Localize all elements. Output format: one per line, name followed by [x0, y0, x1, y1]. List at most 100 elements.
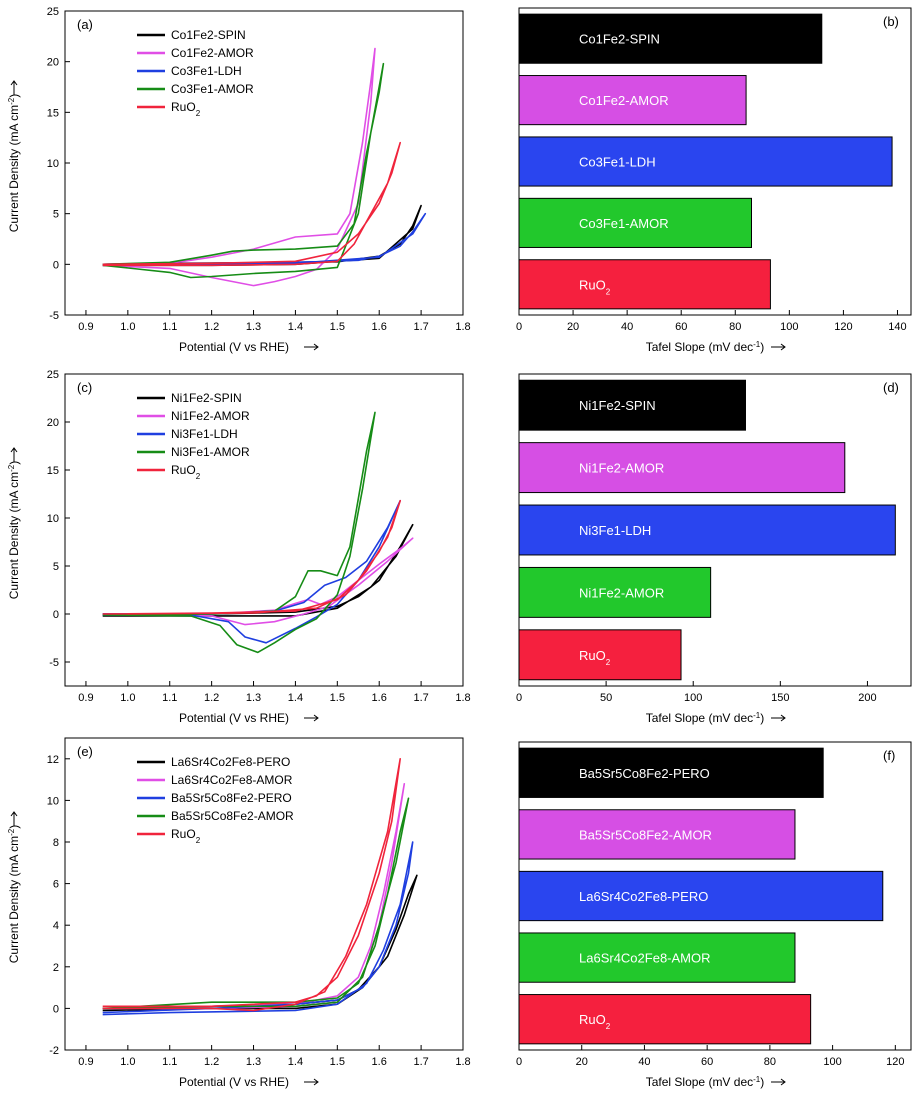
y-tick-label: 12 — [47, 754, 59, 766]
bar — [518, 259, 771, 310]
x-axis-label: Tafel Slope (mV dec-1) — [646, 711, 765, 726]
legend-entry: Ba5Sr5Co8Fe2-PERO — [171, 791, 292, 805]
y-tick-label: 8 — [53, 837, 59, 849]
bar — [518, 13, 823, 64]
legend-entry: Co3Fe1-AMOR — [171, 82, 254, 96]
x-tick-label: 40 — [638, 1056, 650, 1068]
x-tick-label: 1.8 — [455, 321, 470, 333]
legend-entry: RuO2 — [171, 100, 201, 118]
panel-label: (a) — [77, 17, 93, 32]
x-axis-label: Potential (V vs RHE) — [179, 711, 289, 725]
x-tick-label: 1.0 — [120, 692, 135, 704]
y-tick-label: 10 — [47, 795, 59, 807]
panel-d: 0 50 100 150 200 Tafel Slope (mV dec-1) Ni1Fe2… — [516, 373, 912, 726]
bar-label: La6Sr4Co2Fe8-PERO — [579, 889, 708, 904]
x-tick-label: 1.1 — [162, 692, 177, 704]
panel-label: (b) — [883, 14, 899, 29]
x-tick-label: 1.1 — [162, 1056, 177, 1068]
x-tick-label: 1.8 — [455, 1056, 470, 1068]
x-axis-label: Tafel Slope (mV dec-1) — [646, 340, 765, 355]
panel-label: (c) — [77, 380, 92, 395]
bar — [518, 75, 747, 126]
x-tick-label: 60 — [701, 1056, 713, 1068]
x-tick-label: 100 — [780, 321, 798, 333]
x-tick-label: 1.7 — [413, 1056, 428, 1068]
y-tick-label: 15 — [47, 465, 59, 477]
bar-label: RuO2 — [579, 1012, 611, 1031]
series-line — [102, 499, 401, 615]
y-tick-label: 25 — [47, 369, 59, 381]
series-line — [102, 841, 414, 1016]
x-tick-label: 1.2 — [204, 321, 219, 333]
series-line — [102, 537, 414, 626]
x-tick-label: 1.7 — [413, 692, 428, 704]
x-tick-label: 100 — [823, 1056, 841, 1068]
panel-f: 0 20 40 60 80 100 120 Tafel Slope (mV dec-1) Ba5… — [516, 741, 912, 1089]
x-tick-label: 20 — [576, 1056, 588, 1068]
series-line — [102, 411, 376, 654]
y-tick-label: 10 — [47, 513, 59, 525]
bar — [518, 932, 796, 983]
bar-label: La6Sr4Co2Fe8-AMOR — [579, 951, 711, 966]
panel-b: 0 20 40 60 80 100 120 140 Tafel Slope (mV dec-1)… — [516, 7, 912, 355]
x-tick-label: 0 — [516, 321, 522, 333]
series-line — [102, 499, 401, 644]
legend-entry: Ni3Fe1-LDH — [171, 427, 238, 441]
legend-entry: La6Sr4Co2Fe8-AMOR — [171, 773, 293, 787]
x-tick-label: 120 — [886, 1056, 904, 1068]
series-line — [102, 758, 401, 1012]
bar-label: Ni3Fe1-LDH — [579, 523, 651, 538]
x-tick-label: 0.9 — [78, 321, 93, 333]
bar — [518, 442, 846, 494]
bar — [518, 504, 896, 556]
series-line — [102, 141, 401, 267]
x-tick-label: 1.0 — [120, 1056, 135, 1068]
x-tick-label: 1.6 — [372, 1056, 387, 1068]
y-axis-label: Current Density (mA cm-2) — [7, 94, 22, 232]
x-tick-label: 60 — [675, 321, 687, 333]
bar-label: RuO2 — [579, 648, 611, 667]
x-tick-label: 1.8 — [455, 692, 470, 704]
bar — [518, 809, 796, 860]
x-tick-label: 40 — [621, 321, 633, 333]
x-tick-label: 0 — [516, 1056, 522, 1068]
y-axis-label: Current Density (mA cm-2) — [7, 825, 22, 963]
bar-label: Ba5Sr5Co8Fe2-PERO — [579, 766, 710, 781]
y-tick-label: 5 — [53, 561, 59, 573]
x-tick-label: 1.7 — [413, 321, 428, 333]
x-tick-label: 1.2 — [204, 692, 219, 704]
y-axis-arrow — [10, 80, 18, 95]
y-tick-label: 0 — [53, 609, 59, 621]
y-tick-label: -5 — [49, 310, 59, 322]
x-tick-label: 1.0 — [120, 321, 135, 333]
panel-label: (e) — [77, 744, 93, 759]
series-line — [102, 204, 422, 267]
bar — [518, 994, 812, 1045]
x-tick-label: 1.4 — [288, 1056, 303, 1068]
x-tick-label: 120 — [834, 321, 852, 333]
x-tick-label: 1.3 — [246, 1056, 261, 1068]
legend-entry: Ni3Fe1-AMOR — [171, 445, 250, 459]
y-tick-label: 15 — [47, 107, 59, 119]
series-line — [102, 212, 427, 267]
x-axis-arrow — [304, 714, 319, 722]
x-tick-label: 80 — [729, 321, 741, 333]
x-tick-label: 1.5 — [330, 1056, 345, 1068]
bar-label: Co3Fe1-AMOR — [579, 216, 669, 231]
x-tick-label: 0 — [516, 692, 522, 704]
legend-entry: Ba5Sr5Co8Fe2-AMOR — [171, 809, 294, 823]
bar — [518, 379, 746, 431]
bar — [518, 870, 884, 922]
axes-frame — [64, 10, 464, 316]
bar-label: Ba5Sr5Co8Fe2-AMOR — [579, 827, 712, 842]
legend-entry: RuO2 — [171, 463, 201, 481]
bar — [518, 136, 893, 187]
x-tick-label: 50 — [600, 692, 612, 704]
bar-label: Co1Fe2-SPIN — [579, 32, 660, 47]
panel-a: 0.9 1.0 1.1 1.2 1.3 1.4 1.5 1.6 1.7 1.8 -5 0 5 10 15 20… — [7, 6, 471, 354]
y-axis-arrow — [10, 811, 18, 826]
legend-entry: Ni1Fe2-SPIN — [171, 391, 242, 405]
legend-entry: La6Sr4Co2Fe8-PERO — [171, 755, 290, 769]
bar-label: Ni1Fe2-SPIN — [579, 398, 656, 413]
